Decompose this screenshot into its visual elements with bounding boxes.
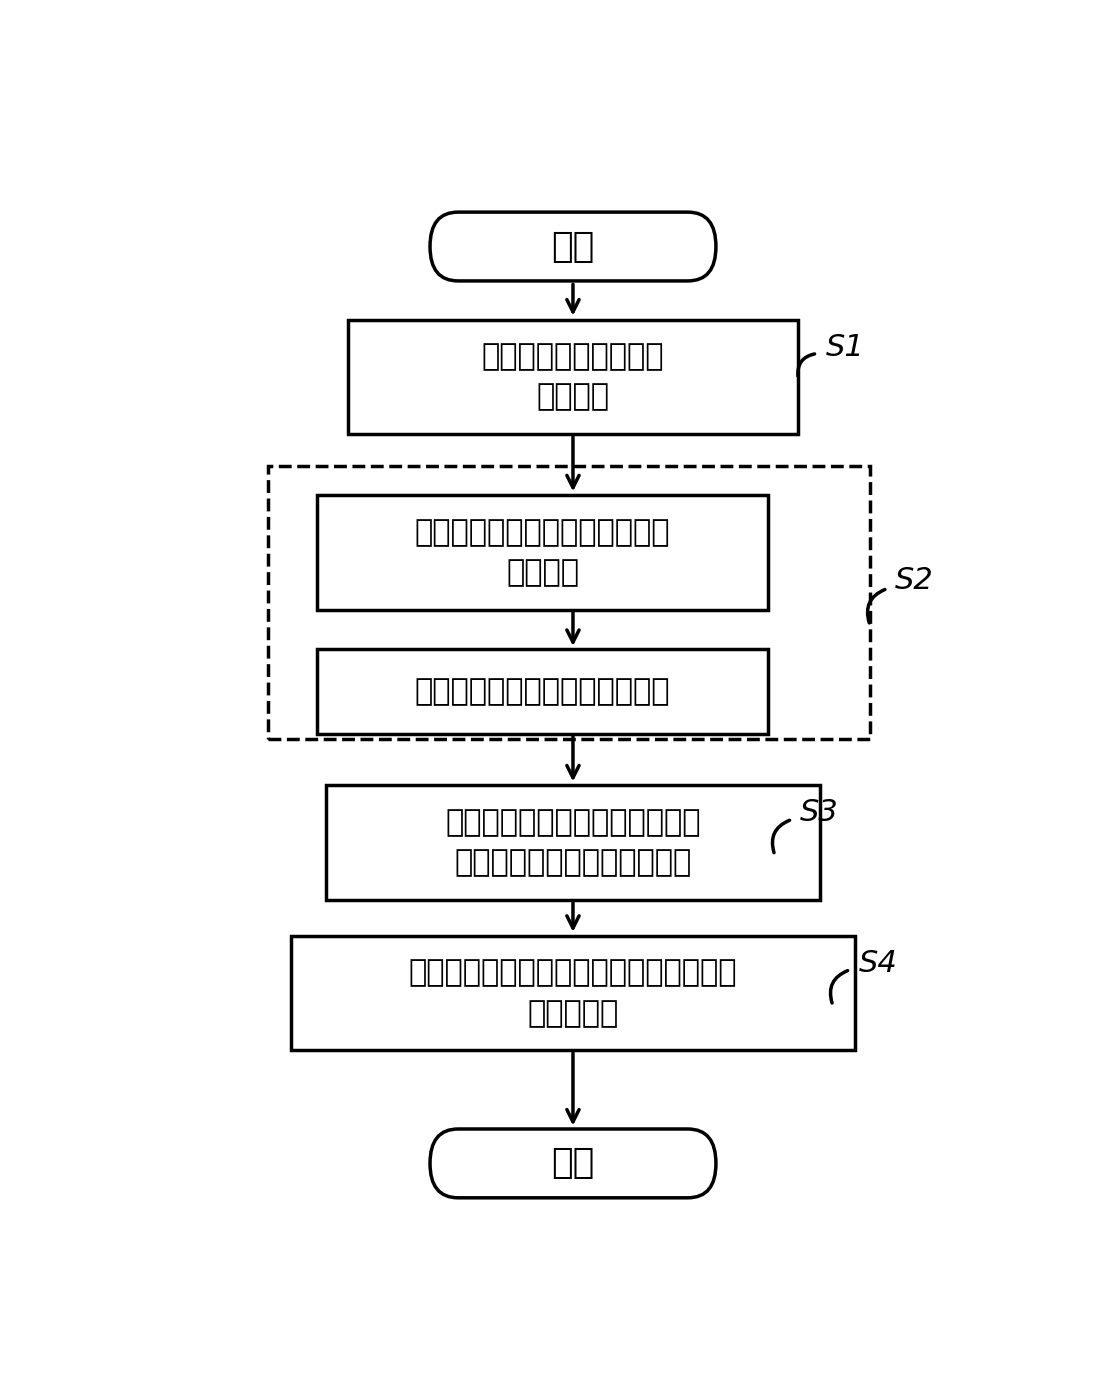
Text: 建立导弹与静止目标的
制导模型: 建立导弹与静止目标的 制导模型 xyxy=(482,342,664,411)
Bar xyxy=(318,649,768,733)
Bar xyxy=(318,495,768,609)
Bar xyxy=(326,785,819,899)
Text: 基于时间的四次函数设计参考视
线角信号: 基于时间的四次函数设计参考视 线角信号 xyxy=(415,518,671,587)
Text: 结束: 结束 xyxy=(551,1147,595,1180)
Text: S3: S3 xyxy=(800,799,838,828)
Bar xyxy=(292,936,854,1050)
Text: 建立前置角动力学方程，得到在
视场约束下的参考视线角信号: 建立前置角动力学方程，得到在 视场约束下的参考视线角信号 xyxy=(445,808,701,877)
Bar xyxy=(268,466,870,738)
Text: S4: S4 xyxy=(859,949,898,978)
Text: 基于视线角跟踪误差模型，设计得到多约
束末制导律: 基于视线角跟踪误差模型，设计得到多约 束末制导律 xyxy=(409,958,737,1027)
Bar xyxy=(348,319,798,434)
FancyBboxPatch shape xyxy=(430,1129,716,1198)
Text: S1: S1 xyxy=(826,333,864,362)
FancyBboxPatch shape xyxy=(430,212,716,280)
Text: S2: S2 xyxy=(896,565,934,594)
Text: 开始: 开始 xyxy=(551,230,595,264)
Text: 通过边界约束条件求解未知参数: 通过边界约束条件求解未知参数 xyxy=(415,676,671,705)
